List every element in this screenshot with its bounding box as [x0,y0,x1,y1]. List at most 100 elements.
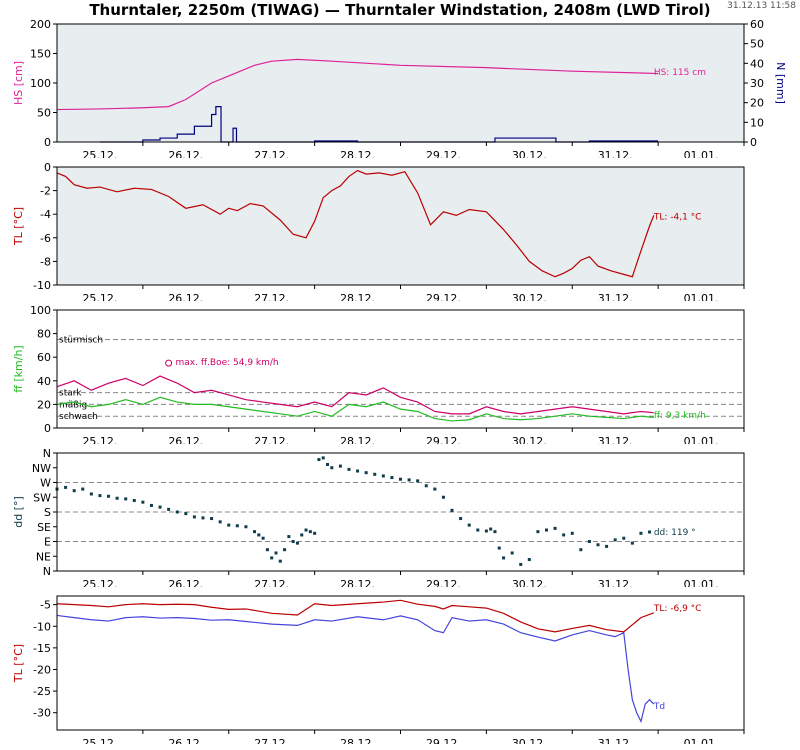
x-tick-label: 28.12. [340,149,375,158]
dd-point [308,530,312,534]
dd-point [317,458,321,462]
annotation-label: ff: 9,3 km/h [654,411,706,421]
dd-point [407,478,411,482]
dd-point [338,464,342,468]
dd-point [381,474,385,478]
y-tick-label: -5 [40,599,51,612]
dd-point [201,516,205,520]
dd-point [502,556,506,560]
dd-point [300,533,304,537]
dd-point [605,544,609,548]
x-tick-label: 25.12. [82,435,117,444]
y-tick-label: SE [37,521,51,534]
dd-point [265,548,269,552]
x-tick-label: 30.12. [512,292,547,301]
x-tick-label: 29.12. [426,578,461,587]
dd-point [497,546,501,550]
y-tick-label: 0 [44,163,51,174]
max-gust-marker [165,359,173,367]
plot-area [57,24,744,142]
y-tick-label: -10 [33,620,51,633]
dd-point [613,538,617,542]
hs-line [56,58,659,111]
y-tick-label: 20 [37,398,51,411]
dd-point [107,494,111,498]
x-tick-label: 27.12. [254,435,289,444]
dd-point [630,541,634,545]
x-tick-label: 31.12. [598,149,633,158]
x-tick-label: 29.12. [426,292,461,301]
dd-point [579,548,583,552]
wind-band-label: stürmisch [59,336,103,346]
y-tick-label: 150 [30,48,51,61]
dd-point [244,525,248,529]
y-tick-label: -4 [40,208,51,221]
dd-point [489,527,493,531]
dd-point [291,540,295,543]
y-tick-label: W [40,477,51,490]
dd-point [261,536,265,540]
x-tick-label: 01.01. [684,149,719,158]
dd-point [184,512,188,516]
dd-point [373,472,377,476]
annotation-label: dd: 119 ° [654,528,696,538]
y2-tick-label: 0 [750,136,757,149]
dd-point [347,467,351,471]
x-tick-label: 30.12. [512,149,547,158]
annotation-label: TL: -6,9 °C [653,604,702,614]
dd-point [235,524,239,528]
x-tick-label: 31.12. [598,578,633,587]
x-tick-label: 01.01. [684,435,719,444]
dd-point [527,558,531,562]
dd-point [64,485,68,489]
dd-point [484,529,488,533]
plot-area [57,310,744,428]
wind-band-label: mäßig [59,400,87,410]
dd-point [536,530,540,534]
y2-tick-label: 50 [750,38,764,51]
plot-area [57,167,744,285]
x-tick-label: 27.12. [254,292,289,301]
dd-point [399,477,402,481]
y-axis-label: ff [km/h] [12,345,25,392]
x-tick-label: 25.12. [82,737,117,744]
x-tick-label: 28.12. [340,292,375,301]
dd-point [639,531,643,535]
y-tick-label: 100 [30,306,51,317]
air-temperature-panel: TL: -4,1 °C 0 -2 -4 -6 -8 -10 TL [°C] 25.12. 26.1… [12,163,745,301]
annotation-label: Td [653,702,665,712]
dd-point [274,551,278,555]
dd-point [330,466,334,470]
y-tick-label: -15 [33,642,51,655]
n-line [99,106,659,143]
dd-point [313,531,317,535]
dd-point [493,530,497,534]
y2-tick-label: 60 [750,20,764,31]
dd-point [562,533,566,537]
x-tick-label: 27.12. [254,149,289,158]
y2-axis-label: N [mm] [774,62,787,104]
dd-point [364,471,368,475]
snow-depth-precip-panel: HS: 115 cm 0 50 100 150 200 0 10 20 30 40 50 60 N [mm… [12,20,787,158]
annotation-label: max. ff.Boe: 54,9 km/h [176,358,279,368]
dd-point [89,492,93,496]
dd-point [278,559,282,563]
y-tick-label: -10 [33,279,51,292]
y-tick-label: NE [36,550,51,563]
y-tick-label: NW [32,462,51,475]
y-axis-label: dd [°] [12,496,25,528]
dd-point [167,507,171,511]
wind-band-label: stark [59,389,82,399]
x-tick-label: 26.12. [168,737,203,744]
y-tick-label: SW [33,491,51,504]
y-tick-label: E [44,536,51,549]
annotation-label: HS: 115 cm [654,68,706,78]
x-tick-label: 31.12. [598,737,633,744]
dd-point [622,536,626,540]
y-tick-label: 0 [44,422,51,435]
y-tick-label: 200 [30,20,51,31]
dd-point [270,556,274,560]
y2-tick-label: 20 [750,97,764,110]
